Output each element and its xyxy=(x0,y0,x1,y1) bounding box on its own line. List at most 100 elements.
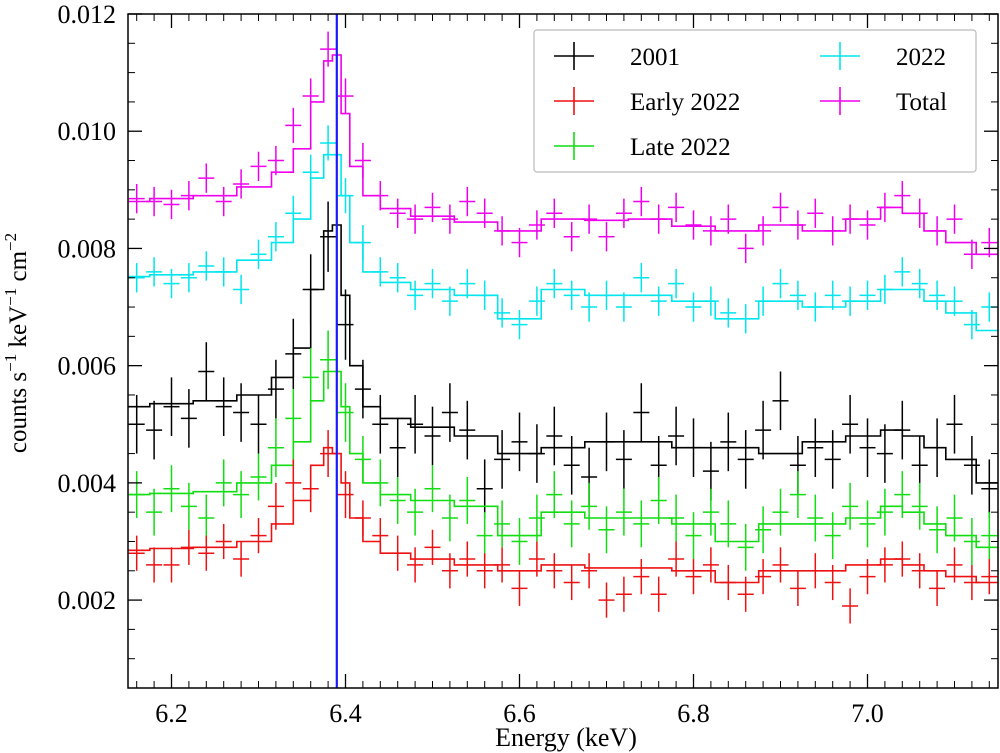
data-point-2022 xyxy=(528,286,545,316)
data-point-2022 xyxy=(720,298,737,328)
data-point-early-2022 xyxy=(180,529,197,565)
data-point-total xyxy=(146,186,163,217)
data-point-2001 xyxy=(198,342,215,401)
data-point-total xyxy=(755,216,772,246)
data-point-early-2022 xyxy=(894,541,911,577)
data-point-total xyxy=(528,210,545,240)
data-point-total xyxy=(963,239,980,269)
data-point-total xyxy=(807,198,824,228)
data-point-late-2022 xyxy=(285,389,302,448)
data-point-late-2022 xyxy=(929,506,946,554)
data-point-late-2022 xyxy=(511,518,528,565)
data-point-total xyxy=(302,78,319,114)
data-point-early-2022 xyxy=(163,547,180,583)
data-point-early-2022 xyxy=(337,471,354,519)
data-point-early-2022 xyxy=(476,553,493,589)
data-point-late-2022 xyxy=(302,348,319,407)
data-point-early-2022 xyxy=(946,547,963,583)
legend-entry-early-2022: Early 2022 xyxy=(554,87,740,116)
data-point-2001 xyxy=(337,289,354,360)
data-point-late-2022 xyxy=(320,330,337,390)
data-point-early-2022 xyxy=(859,559,876,595)
data-point-2022 xyxy=(650,286,667,316)
data-point-total xyxy=(163,189,180,220)
data-point-2001 xyxy=(250,394,267,454)
data-point-2001 xyxy=(859,418,876,478)
data-point-total xyxy=(337,78,354,114)
data-point-2001 xyxy=(407,394,424,454)
data-point-2022 xyxy=(250,239,267,269)
data-point-total xyxy=(911,198,928,228)
data-point-late-2022 xyxy=(476,512,493,560)
data-point-total xyxy=(233,169,250,199)
plot-frame xyxy=(127,13,999,689)
data-point-late-2022 xyxy=(337,383,354,442)
data-point-total xyxy=(946,204,963,234)
data-point-total xyxy=(859,210,876,240)
data-point-2001 xyxy=(598,412,615,472)
series-2022 xyxy=(128,125,998,340)
data-point-2001 xyxy=(511,412,528,472)
data-point-2001 xyxy=(163,377,180,436)
data-point-late-2022 xyxy=(198,494,215,542)
y-tick-label: 0.004 xyxy=(58,469,117,498)
data-point-total xyxy=(389,198,406,228)
data-point-early-2022 xyxy=(615,576,632,612)
data-point-2001 xyxy=(354,359,371,419)
y-label-part: counts s xyxy=(5,372,32,453)
data-point-total xyxy=(563,222,580,252)
data-point-2022 xyxy=(894,257,911,287)
data-point-2022 xyxy=(354,224,371,261)
data-point-2022 xyxy=(337,178,354,214)
y-label-exp: −1 xyxy=(1,354,20,372)
data-point-2022 xyxy=(946,286,963,316)
data-point-early-2022 xyxy=(737,576,754,612)
data-point-2001 xyxy=(233,383,250,442)
data-point-2022 xyxy=(876,274,893,305)
y-tick-label: 0.012 xyxy=(58,0,117,29)
data-point-2001 xyxy=(215,377,232,436)
data-point-late-2022 xyxy=(685,512,702,560)
data-point-late-2022 xyxy=(737,523,754,571)
y-label-part: cm xyxy=(5,250,32,287)
data-point-total xyxy=(459,186,476,217)
data-point-2022 xyxy=(441,286,458,316)
data-point-early-2022 xyxy=(285,459,302,507)
data-point-late-2022 xyxy=(807,494,824,542)
data-point-early-2022 xyxy=(354,500,371,536)
data-point-2022 xyxy=(163,268,180,299)
data-point-late-2022 xyxy=(354,435,371,483)
data-point-2022 xyxy=(459,268,476,299)
data-point-total xyxy=(494,216,511,246)
data-point-late-2022 xyxy=(581,482,598,530)
data-point-total xyxy=(929,216,946,246)
data-point-2001 xyxy=(494,430,511,489)
data-point-2022 xyxy=(842,286,859,316)
y-label-exp: −2 xyxy=(1,233,20,251)
data-point-late-2022 xyxy=(528,494,545,542)
series-2001 xyxy=(128,201,998,519)
data-point-late-2022 xyxy=(668,494,685,542)
data-point-2022 xyxy=(320,125,337,161)
data-point-late-2022 xyxy=(859,500,876,548)
data-point-2022 xyxy=(424,268,441,299)
data-point-total xyxy=(476,198,493,228)
data-point-late-2022 xyxy=(128,471,145,519)
data-point-2001 xyxy=(546,406,563,466)
data-point-late-2022 xyxy=(215,459,232,507)
data-point-2022 xyxy=(494,298,511,328)
data-point-total xyxy=(789,210,806,240)
y-tick-label: 0.008 xyxy=(58,234,117,263)
data-point-2001 xyxy=(720,412,737,472)
data-point-total xyxy=(546,198,563,228)
data-point-late-2022 xyxy=(824,512,841,560)
data-point-2022 xyxy=(546,268,563,299)
data-point-total xyxy=(354,142,371,179)
legend-label: Total xyxy=(896,89,947,116)
data-point-2001 xyxy=(528,424,545,483)
data-point-late-2022 xyxy=(250,453,267,501)
data-point-2022 xyxy=(180,263,197,293)
legend-label: Early 2022 xyxy=(630,89,740,116)
data-point-early-2022 xyxy=(720,564,737,601)
